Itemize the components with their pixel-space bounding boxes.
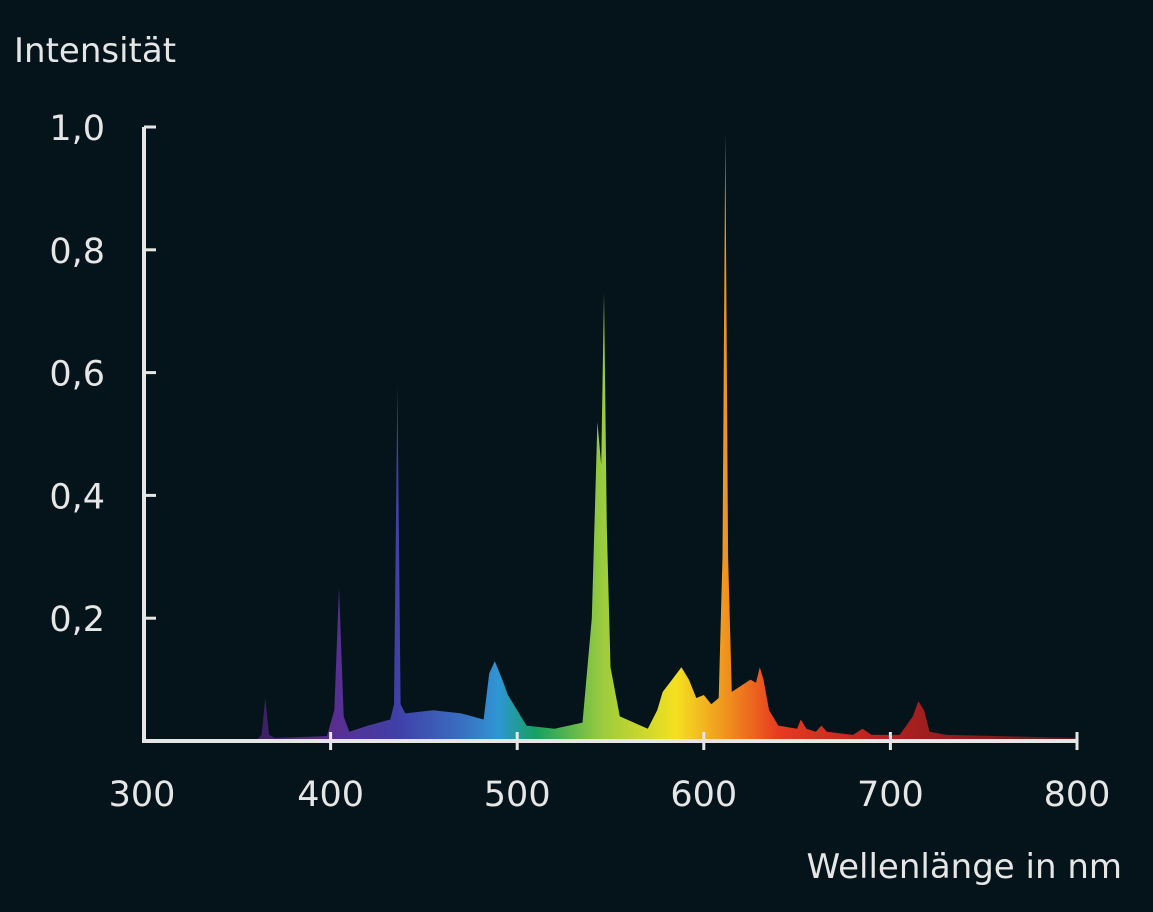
x-tick-label: 700 [857,775,924,815]
x-tick-label: 600 [670,775,737,815]
x-tick-label: 300 [109,775,176,815]
y-axis-label: Intensität [14,31,176,71]
y-tick-label: 0,8 [49,232,105,272]
x-tick-label: 800 [1044,775,1111,815]
spectrum-area [255,133,1077,742]
y-tick-label: 1,0 [49,109,105,149]
y-tick-label: 0,2 [49,600,105,640]
y-tick-label: 0,6 [49,355,105,395]
x-axis-label: Wellenlänge in nm [806,847,1122,887]
x-tick-label: 500 [484,775,551,815]
x-tick-label: 400 [297,775,364,815]
y-tick-label: 0,4 [49,477,105,517]
